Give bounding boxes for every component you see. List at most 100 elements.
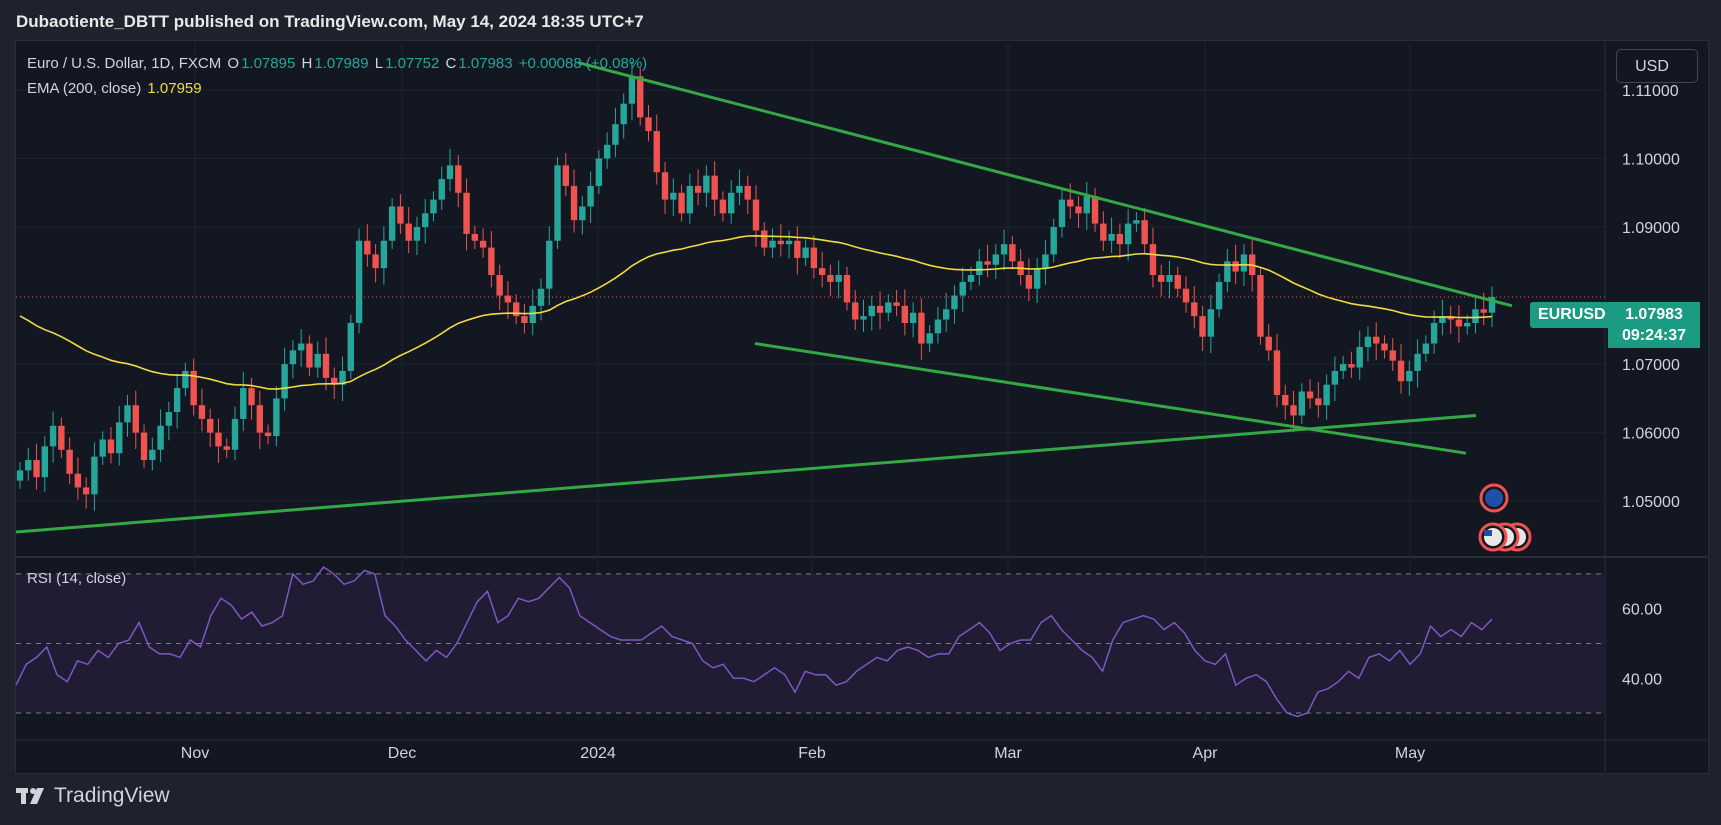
candle-body	[736, 185, 743, 193]
currency-button[interactable]: USD	[1616, 49, 1698, 83]
candle-body	[579, 206, 586, 221]
candle-body	[719, 199, 727, 214]
ema-line	[19, 234, 1493, 390]
candle-body	[438, 179, 445, 200]
candle-body	[264, 432, 272, 437]
candle-body	[984, 261, 991, 265]
candle-body	[1033, 268, 1041, 289]
candle-body	[1009, 244, 1016, 262]
candle-body	[521, 316, 528, 323]
candle-body	[810, 247, 818, 269]
candle-body	[488, 247, 495, 276]
candle-body	[1364, 336, 1372, 347]
us-event-icon	[1478, 522, 1508, 552]
candle-body	[1025, 275, 1033, 289]
candle-body	[868, 305, 875, 317]
axes: 1.11000 1.10000 1.09000 1.07000 1.06000 1.050…	[181, 83, 1680, 762]
candle-body	[620, 103, 627, 125]
candle-body	[1000, 244, 1008, 255]
candle-body	[215, 432, 222, 447]
candle-body	[422, 213, 429, 228]
candle-body	[1067, 199, 1074, 207]
legend-change: +0.00088 (+0.08%)	[518, 55, 648, 72]
candle-body	[190, 370, 197, 406]
candle-body	[16, 470, 24, 481]
candle-body	[1116, 233, 1124, 245]
candle-body	[231, 418, 239, 450]
candle-body	[1298, 391, 1305, 416]
candle-body	[670, 192, 677, 200]
candle-body	[256, 405, 264, 433]
candle-body	[1133, 220, 1140, 224]
last-price: 1.07983	[1625, 306, 1683, 323]
candle-body	[1356, 346, 1363, 368]
candle-body	[1414, 353, 1421, 371]
candle-body	[364, 240, 371, 255]
candle-body	[901, 305, 909, 323]
candle-body	[1488, 296, 1496, 313]
price-tick-label: 1.09000	[1622, 220, 1680, 237]
candle-body	[248, 388, 255, 406]
price-tick-label: 1.05000	[1622, 494, 1680, 511]
candle-body	[471, 233, 479, 241]
rsi-label[interactable]: RSI (14, close)	[27, 570, 127, 587]
candle-body	[140, 432, 148, 461]
candle-body	[744, 185, 751, 200]
legend-h-label: H	[301, 55, 313, 72]
rsi-tick-label: 40.00	[1622, 671, 1662, 688]
candle-body	[455, 165, 462, 193]
candle-body	[818, 268, 826, 276]
candle-body	[827, 275, 834, 282]
candle-body	[785, 240, 793, 245]
candle-body	[694, 185, 702, 193]
candle-body	[1373, 336, 1380, 344]
candle-body	[1207, 309, 1215, 337]
candle-body	[1339, 364, 1347, 371]
candle-body	[711, 175, 718, 200]
candle-body	[1058, 199, 1066, 228]
legend-ema[interactable]: EMA (200, close) 1.07959	[27, 80, 204, 97]
candle-body	[1124, 223, 1132, 245]
candle-body	[240, 388, 247, 419]
price-tick-label: 1.07000	[1622, 357, 1680, 374]
candle-body	[885, 302, 892, 313]
candle-body	[1430, 322, 1438, 344]
candle-body	[116, 422, 123, 454]
candle-body	[752, 199, 760, 231]
publisher-header: Dubaotiente_DBTT published on TradingVie…	[16, 12, 644, 31]
rsi-pane	[15, 565, 1605, 718]
candle-body	[372, 254, 379, 269]
candle-body	[976, 261, 983, 276]
candle-body	[686, 185, 694, 214]
candle-body	[413, 227, 421, 241]
candle-body	[1174, 275, 1181, 289]
candle-body	[794, 240, 801, 258]
candle-body	[132, 405, 139, 433]
time-tick-label: Feb	[798, 745, 826, 762]
legend-low: 1.07752	[385, 55, 440, 72]
candle-body	[628, 76, 636, 104]
candle-body	[1091, 196, 1099, 224]
candle-body	[331, 377, 338, 385]
candle-body	[876, 305, 884, 313]
legend-high: 1.07989	[314, 55, 369, 72]
candle-body	[1282, 394, 1289, 406]
price-tick-label: 1.06000	[1622, 426, 1680, 443]
candle-body	[1331, 370, 1339, 385]
upper-trendline	[577, 61, 1513, 308]
candle-body	[512, 302, 520, 317]
candle-body	[82, 487, 90, 495]
candle-body	[173, 388, 181, 413]
candle-body	[1389, 350, 1396, 361]
candle-body	[1075, 206, 1082, 214]
candle-body	[496, 275, 503, 296]
time-tick-label: Nov	[181, 745, 209, 762]
support-trendline	[15, 414, 1477, 534]
candle-body	[1100, 223, 1107, 241]
footer-brand[interactable]: TradingView	[16, 784, 170, 808]
tradingview-logo-icon	[16, 788, 44, 804]
ema-label: EMA (200, close)	[27, 80, 142, 97]
candle-body	[430, 199, 437, 214]
candle-body	[306, 343, 313, 368]
